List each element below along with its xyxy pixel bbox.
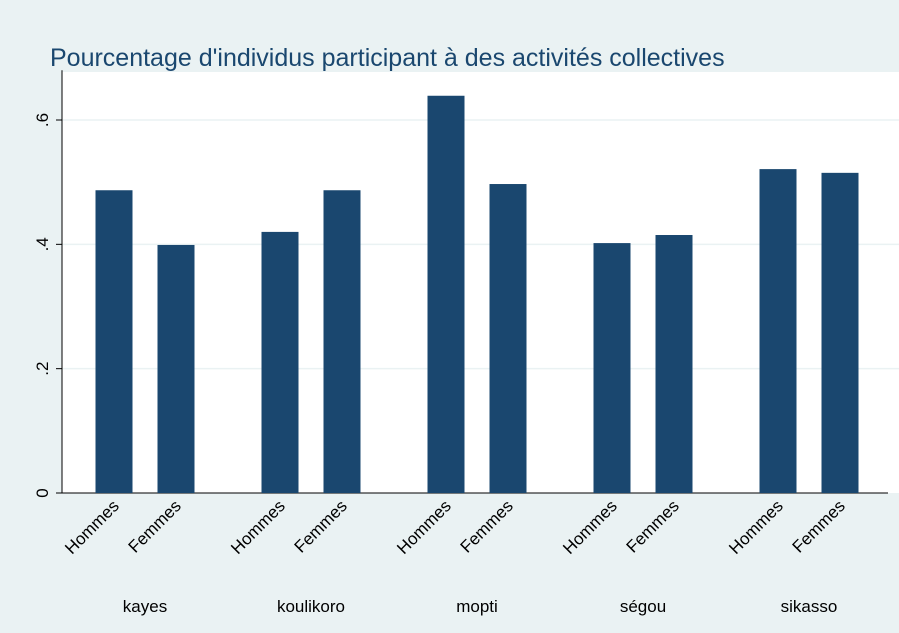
bar <box>593 243 631 493</box>
y-tick-label: 0 <box>33 488 52 497</box>
bar <box>157 244 195 493</box>
group-label: kayes <box>123 597 167 616</box>
bar <box>489 184 527 493</box>
bar <box>323 190 361 493</box>
bar <box>427 95 465 493</box>
chart-title: Pourcentage d'individus participant à de… <box>50 44 725 72</box>
y-tick-label: .6 <box>33 113 52 127</box>
group-label: koulikoro <box>277 597 345 616</box>
bar <box>261 231 299 493</box>
y-tick-label: .4 <box>33 237 52 251</box>
bar <box>759 169 797 493</box>
bar <box>655 235 693 493</box>
group-label: ségou <box>620 597 666 616</box>
bar <box>821 172 859 493</box>
bar <box>95 190 133 493</box>
y-tick-label: .2 <box>33 362 52 376</box>
group-label: sikasso <box>781 597 838 616</box>
group-label: mopti <box>456 597 498 616</box>
